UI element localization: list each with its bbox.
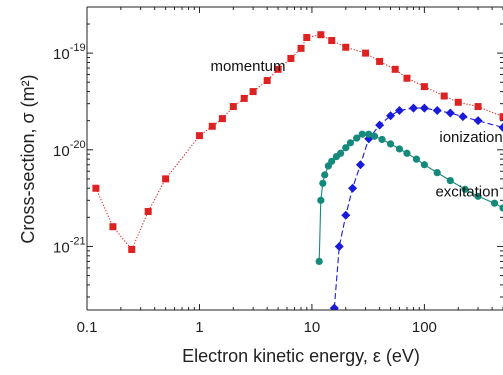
excitation-point-0	[315, 257, 323, 266]
excitation-point-17	[403, 149, 411, 157]
x-tick-label-0.1: 0.1	[77, 319, 98, 336]
y-tick-label--19: 10-19	[53, 42, 86, 63]
ionization-point-4	[355, 160, 365, 170]
momentum-point-10	[249, 88, 257, 96]
excitation-point-8	[342, 144, 350, 152]
excitation-point-10	[353, 134, 361, 142]
momentum-point-11	[263, 77, 271, 85]
excitation-label: excitation	[435, 183, 498, 200]
ionization-point-2	[341, 210, 351, 220]
momentum-line	[95, 34, 503, 251]
momentum-point-25	[454, 98, 462, 106]
excitation-point-5	[328, 157, 336, 165]
momentum-point-2	[128, 245, 136, 253]
momentum-point-16	[317, 31, 325, 39]
momentum-point-14	[297, 44, 305, 52]
y-tick-exponent--20: -20	[70, 139, 86, 151]
momentum-point-7	[218, 115, 226, 123]
plot-area: momentum ionization excitation	[92, 31, 503, 310]
momentum-point-5	[195, 132, 203, 140]
excitation-point-22	[461, 185, 469, 193]
x-tick-label-10: 10	[304, 319, 321, 336]
ionization-line	[333, 107, 503, 309]
excitation-point-23	[474, 192, 482, 200]
momentum-point-22	[403, 74, 411, 82]
ionization-point-10	[419, 103, 429, 113]
momentum-point-19	[362, 49, 370, 57]
excitation-point-25	[499, 204, 503, 212]
momentum-point-27	[499, 113, 503, 121]
momentum-point-26	[474, 103, 482, 111]
momentum-point-9	[240, 94, 248, 102]
y-tick-exponent--21: -21	[70, 235, 86, 247]
momentum-point-21	[391, 65, 399, 73]
x-tick-label-1: 1	[195, 319, 203, 336]
excitation-point-3	[321, 171, 329, 179]
momentum-point-23	[420, 83, 428, 91]
momentum-point-1	[109, 223, 117, 231]
momentum-point-0	[92, 184, 100, 192]
momentum-point-4	[162, 175, 170, 183]
ionization-point-13	[458, 112, 468, 122]
ionization-point-6	[375, 120, 385, 130]
excitation-point-14	[378, 135, 386, 144]
excitation-point-9	[346, 139, 355, 147]
momentum-point-15	[303, 34, 311, 42]
excitation-point-18	[412, 155, 421, 163]
ionization-point-11	[432, 105, 442, 115]
ionization-point-0	[329, 303, 339, 310]
y-tick-exponent--19: -19	[70, 42, 86, 54]
excitation-point-7	[337, 149, 345, 157]
ionization-point-9	[408, 103, 418, 113]
momentum-point-20	[376, 57, 384, 65]
ionization-point-15	[498, 123, 503, 133]
ionization-point-8	[394, 105, 404, 115]
excitation-point-13	[370, 132, 379, 140]
excitation-point-12	[365, 130, 373, 138]
excitation-point-19	[420, 161, 428, 169]
ionization-point-14	[473, 116, 483, 126]
momentum-label: momentum	[210, 58, 285, 75]
ionization-point-12	[445, 108, 455, 118]
momentum-point-3	[144, 207, 152, 215]
ionization-point-1	[334, 241, 344, 251]
y-tick-label--21: 10-21	[53, 235, 86, 256]
excitation-point-11	[358, 130, 366, 138]
excitation-point-2	[319, 179, 327, 187]
excitation-point-20	[433, 169, 441, 177]
excitation-point-16	[395, 145, 404, 153]
momentum-point-24	[440, 92, 448, 100]
ionization-point-7	[386, 111, 396, 121]
excitation-point-1	[317, 196, 325, 204]
excitation-point-21	[446, 176, 454, 185]
momentum-point-18	[342, 43, 350, 51]
momentum-point-6	[208, 122, 216, 130]
momentum-point-12	[274, 65, 282, 73]
x-tick-label-100: 100	[412, 319, 437, 336]
y-tick-label--20: 10-20	[53, 139, 86, 160]
momentum-point-8	[229, 103, 237, 111]
ionization-label: ionization	[439, 129, 502, 146]
momentum-point-13	[287, 54, 295, 62]
x-axis-title: Electron kinetic energy, ε (eV)	[182, 346, 420, 366]
excitation-point-15	[386, 140, 395, 148]
y-axis-title: Cross-section, σ (m²)	[18, 74, 38, 243]
excitation-point-24	[490, 199, 499, 207]
ionization-point-3	[348, 183, 358, 193]
momentum-point-17	[328, 37, 336, 45]
